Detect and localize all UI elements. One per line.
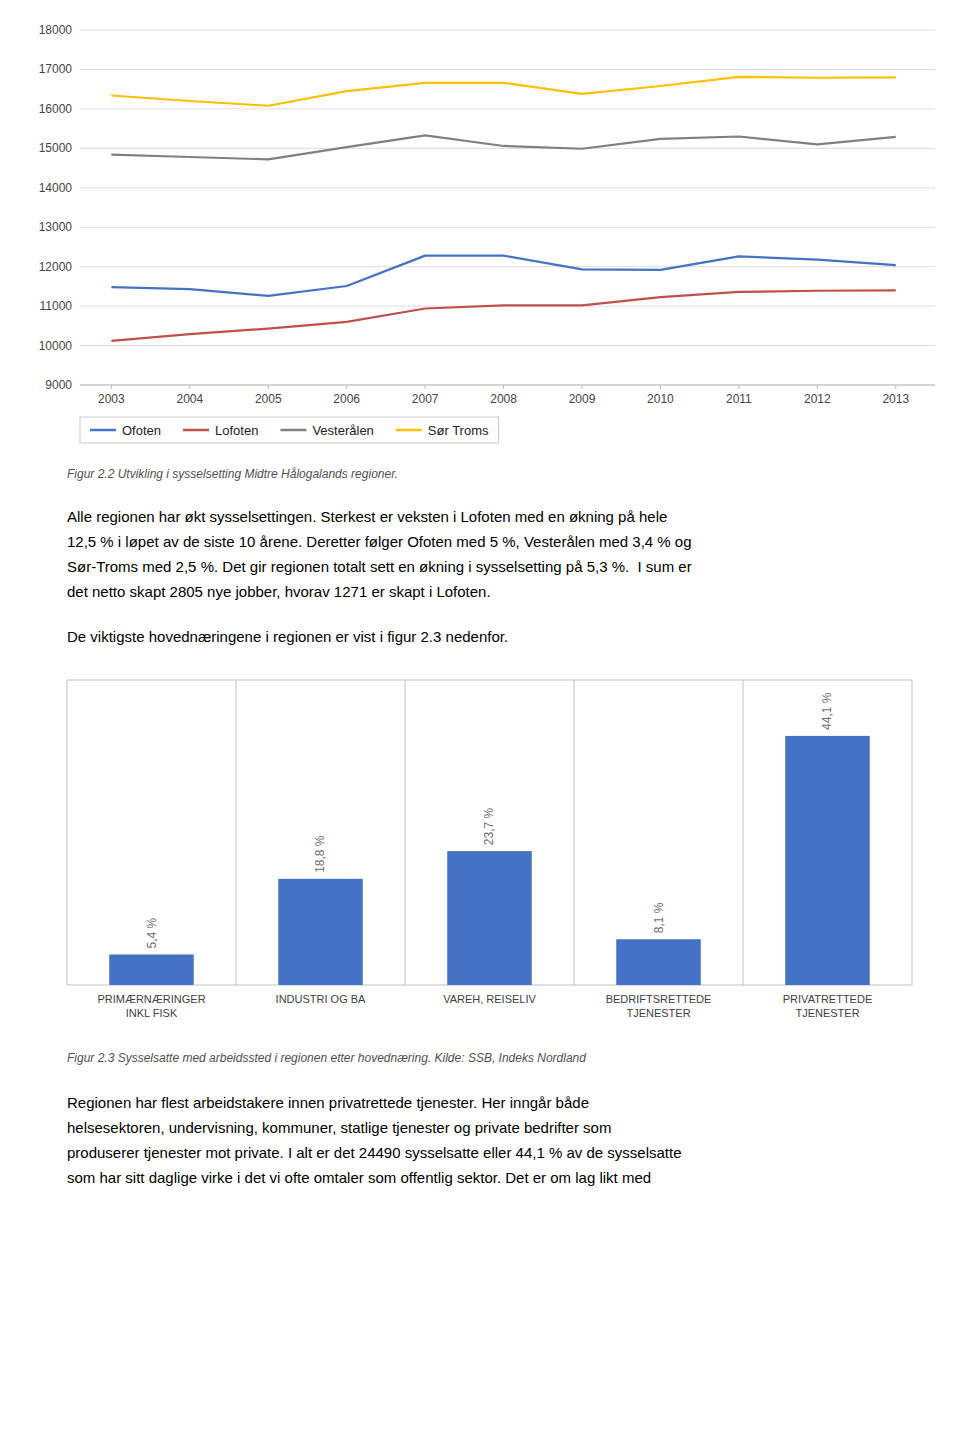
legend-swatch	[280, 429, 306, 432]
grid-line	[80, 108, 935, 109]
y-tick-label: 18000	[39, 23, 73, 37]
caption: Figur 2.2 Utvikling i sysselsetting Midt…	[67, 467, 398, 481]
paragraph-line: Alle regionen har økt sysselsettingen. S…	[67, 508, 667, 525]
x-tick-label: VAREH, REISELIV	[443, 993, 536, 1005]
x-tick-label: 2009	[569, 392, 596, 406]
x-tick	[660, 385, 661, 389]
data-label: 44,1 %	[821, 692, 835, 730]
bar	[447, 851, 532, 985]
separator	[743, 680, 744, 985]
x-tick-label: 2005	[255, 392, 282, 406]
grid-line	[80, 30, 935, 31]
x-tick-label: 2012	[804, 392, 831, 406]
legend-label: Lofoten	[215, 423, 258, 438]
legend-swatch	[396, 429, 422, 432]
paragraph-line: Regionen har flest arbeidstakere innen p…	[67, 1094, 589, 1111]
frame-top	[67, 680, 912, 681]
series-line	[111, 135, 895, 159]
x-tick	[425, 385, 426, 389]
x-tick	[189, 385, 190, 389]
legend-label: Ofoten	[122, 423, 161, 438]
x-tick-label: 2008	[490, 392, 517, 406]
x-tick-label: 2011	[726, 392, 752, 406]
grid-line	[80, 148, 935, 149]
paragraph-line: det netto skapt 2805 nye jobber, hvorav …	[67, 583, 491, 600]
x-tick-label: PRIMÆRNÆRINGERINKL FISK	[97, 993, 205, 1019]
x-tick	[582, 385, 583, 389]
x-tick	[738, 385, 739, 389]
legend: Ofoten Lofoten Vesterålen Sør Troms	[80, 417, 499, 443]
bar	[109, 955, 194, 986]
y-tick-label: 14000	[39, 181, 73, 195]
legend-swatch	[183, 429, 209, 432]
separator	[912, 680, 913, 985]
legend-label: Vesterålen	[312, 423, 373, 438]
x-tick	[817, 385, 818, 389]
x-tick	[346, 385, 347, 389]
x-tick-label: 2003	[98, 392, 125, 406]
x-tick-label: 2013	[882, 392, 909, 406]
data-label: 18,8 %	[314, 835, 328, 873]
legend-swatch	[90, 429, 116, 432]
y-tick-label: 15000	[39, 141, 73, 155]
x-tick	[895, 385, 896, 389]
label-group: 5,4 % PRIMÆRNÆRINGERINKL FISK 18,8 % INDUST…	[97, 692, 872, 1019]
series-line	[111, 77, 895, 106]
x-tick-label: BEDRIFTSRETTEDETJENESTER	[606, 993, 712, 1019]
data-label: 5,4 %	[145, 917, 159, 948]
bar	[278, 879, 363, 985]
data-label: 23,7 %	[483, 807, 497, 845]
bar-chart: 5,4 % PRIMÆRNÆRINGERINKL FISK 18,8 % INDUST…	[67, 680, 912, 1019]
series-line	[111, 256, 895, 296]
paragraph-line: 12,5 % i løpet av de siste 10 årene. Der…	[67, 533, 692, 550]
x-tick	[503, 385, 504, 389]
bar	[616, 939, 701, 985]
grid-line	[80, 187, 935, 188]
legend-frame	[80, 417, 499, 443]
paragraph-line: som har sitt daglige virke i det vi ofte…	[67, 1169, 651, 1186]
y-tick-label: 9000	[45, 378, 72, 392]
separator	[236, 680, 237, 985]
grid-line	[80, 69, 935, 70]
separator	[574, 680, 575, 985]
x-tick-label: 2006	[333, 392, 360, 406]
caption: Figur 2.3 Sysselsatte med arbeidssted i …	[67, 1051, 586, 1065]
y-tick-label: 11000	[40, 299, 73, 313]
paragraph-line: Sør-Troms med 2,5 %. Det gir regionen to…	[67, 558, 692, 575]
series-line	[111, 290, 895, 340]
page: 9000 10000 11000 12000 13000 14000 15000 16000 1…	[0, 0, 960, 1450]
line-chart: 9000 10000 11000 12000 13000 14000 15000 16000 1…	[39, 23, 935, 443]
y-tick-label: 12000	[39, 260, 73, 274]
separator	[67, 680, 68, 985]
y-tick-label: 17000	[39, 62, 73, 76]
y-tick-label: 10000	[39, 339, 73, 353]
bar-group	[109, 736, 870, 985]
x-tick	[111, 385, 112, 389]
x-tick-label: 2007	[412, 392, 439, 406]
y-tick-label: 13000	[39, 220, 73, 234]
grid-line	[80, 385, 935, 386]
series-group	[111, 77, 895, 341]
x-tick-label: 2010	[647, 392, 674, 406]
grid-line	[80, 345, 935, 346]
legend-label: Sør Troms	[428, 423, 489, 438]
grid-line	[80, 227, 935, 228]
data-label: 8,1 %	[652, 902, 666, 933]
x-tick	[268, 385, 269, 389]
grid-line	[80, 266, 935, 267]
y-tick-label: 16000	[39, 102, 73, 116]
paragraph-line: helsesektoren, undervisning, kommuner, s…	[67, 1119, 611, 1136]
separator	[405, 680, 406, 985]
x-tick-label: 2004	[176, 392, 203, 406]
paragraph-line: produserer tjenester mot private. I alt …	[67, 1144, 681, 1161]
paragraph-line: De viktigste hovednæringene i regionen e…	[67, 628, 508, 645]
x-tick-label: PRIVATRETTEDETJENESTER	[783, 993, 872, 1019]
bar	[785, 736, 870, 985]
x-axis-line	[80, 385, 935, 386]
x-tick-label: INDUSTRI OG BA	[276, 993, 367, 1005]
